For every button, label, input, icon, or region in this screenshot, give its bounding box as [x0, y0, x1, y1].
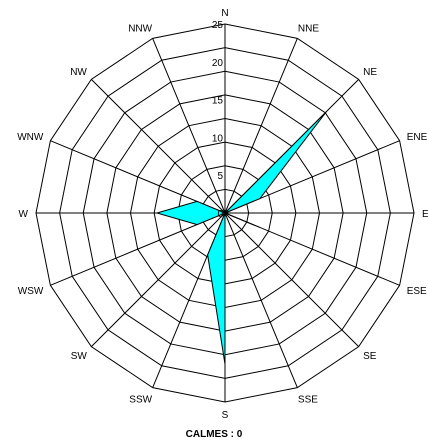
ring-label: 20 — [212, 58, 224, 69]
direction-labels: N NNE NE ENE E ESE SE SSE S SSW SW WSW W WNW NW NNW — [17, 8, 428, 421]
direction-label-nw: NW — [70, 67, 87, 78]
direction-label-sse: SSE — [298, 395, 318, 406]
grid-spoke — [224, 38, 298, 214]
grid-spoke — [224, 212, 298, 388]
direction-label-wnw: WNW — [17, 132, 44, 143]
ring-label: 5 — [217, 171, 223, 182]
direction-label-ne: NE — [363, 67, 377, 78]
calm-summary: CALMES : 0 — [186, 429, 243, 440]
direction-label-sw: SW — [71, 351, 88, 362]
direction-label-e: E — [422, 209, 428, 220]
direction-label-ese: ESE — [407, 286, 427, 297]
direction-label-w: W — [19, 209, 29, 220]
ring-label: 0 — [217, 209, 223, 220]
grid-spoke — [91, 79, 226, 214]
direction-label-nnw: NNW — [128, 23, 152, 34]
direction-label-wsw: WSW — [18, 286, 44, 297]
direction-label-n: N — [221, 8, 228, 19]
grid-spoke — [152, 38, 226, 214]
rose-polygon — [155, 111, 327, 365]
direction-label-ssw: SSW — [129, 395, 152, 406]
grid-spoke — [50, 140, 226, 214]
direction-label-s: S — [222, 410, 229, 421]
direction-label-nne: NNE — [298, 23, 319, 34]
ring-label: 25 — [212, 20, 224, 31]
direction-label-se: SE — [363, 351, 377, 362]
grid-spoke — [224, 212, 359, 347]
ring-label: 15 — [212, 96, 224, 107]
direction-label-ene: ENE — [407, 132, 428, 143]
ring-label: 10 — [212, 133, 224, 144]
ring-labels: 0 5 10 15 20 25 — [212, 20, 224, 220]
grid-spoke — [50, 212, 226, 286]
grid-spoke — [91, 212, 226, 347]
rose-area — [155, 111, 327, 365]
